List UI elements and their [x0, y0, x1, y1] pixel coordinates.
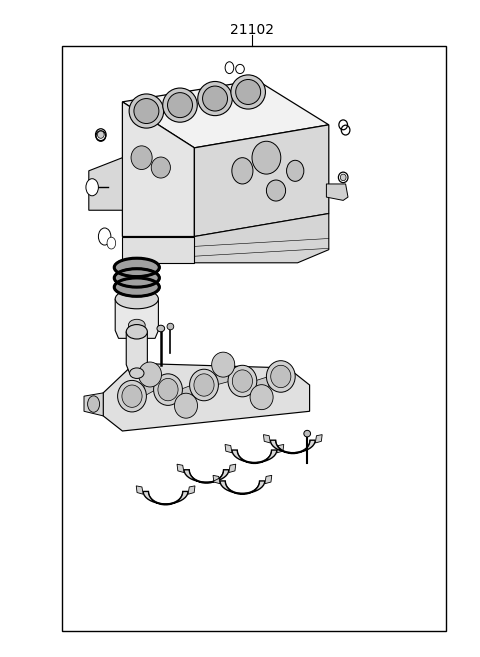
Polygon shape: [180, 385, 192, 416]
Polygon shape: [144, 363, 156, 396]
Ellipse shape: [190, 369, 218, 401]
Polygon shape: [194, 125, 329, 237]
Ellipse shape: [174, 393, 198, 418]
Ellipse shape: [88, 396, 100, 413]
Circle shape: [107, 237, 116, 249]
Polygon shape: [229, 464, 236, 472]
Ellipse shape: [266, 180, 286, 201]
Ellipse shape: [252, 141, 281, 174]
Polygon shape: [122, 80, 329, 148]
Ellipse shape: [228, 365, 257, 397]
Ellipse shape: [118, 380, 146, 412]
Ellipse shape: [122, 385, 142, 407]
Ellipse shape: [198, 81, 232, 116]
Ellipse shape: [151, 157, 170, 178]
Ellipse shape: [287, 160, 304, 181]
Ellipse shape: [203, 86, 228, 111]
Ellipse shape: [271, 365, 291, 388]
Polygon shape: [84, 393, 103, 416]
Polygon shape: [143, 491, 188, 505]
Ellipse shape: [304, 430, 311, 437]
Polygon shape: [225, 444, 232, 453]
Ellipse shape: [115, 279, 158, 295]
Circle shape: [98, 228, 111, 245]
Ellipse shape: [163, 88, 197, 122]
Ellipse shape: [115, 270, 158, 286]
Polygon shape: [115, 299, 158, 338]
Ellipse shape: [266, 361, 295, 392]
Ellipse shape: [236, 79, 261, 104]
Ellipse shape: [231, 75, 265, 109]
Polygon shape: [188, 486, 195, 494]
Ellipse shape: [168, 93, 192, 118]
Ellipse shape: [232, 158, 253, 184]
Polygon shape: [220, 481, 265, 494]
Polygon shape: [122, 102, 194, 237]
Ellipse shape: [232, 370, 252, 392]
Ellipse shape: [131, 146, 152, 170]
Ellipse shape: [130, 368, 144, 378]
Polygon shape: [122, 237, 194, 263]
Bar: [62, 46, 446, 631]
Ellipse shape: [167, 323, 174, 330]
Polygon shape: [194, 214, 329, 263]
Ellipse shape: [339, 120, 348, 129]
Ellipse shape: [134, 99, 159, 124]
Ellipse shape: [138, 362, 161, 387]
Ellipse shape: [212, 352, 235, 377]
Polygon shape: [89, 158, 122, 210]
Ellipse shape: [154, 374, 182, 405]
Polygon shape: [232, 450, 277, 463]
Ellipse shape: [157, 325, 165, 332]
Ellipse shape: [194, 374, 214, 396]
Polygon shape: [315, 435, 322, 443]
Polygon shape: [254, 376, 269, 407]
Polygon shape: [213, 476, 220, 484]
Polygon shape: [184, 470, 229, 483]
Ellipse shape: [236, 64, 244, 74]
Text: 21102: 21102: [230, 22, 274, 37]
Ellipse shape: [126, 325, 147, 339]
Polygon shape: [136, 486, 143, 494]
Ellipse shape: [250, 384, 273, 410]
Polygon shape: [326, 184, 348, 200]
Polygon shape: [270, 440, 315, 453]
Circle shape: [225, 62, 234, 74]
Ellipse shape: [128, 319, 145, 331]
Ellipse shape: [338, 172, 348, 183]
Polygon shape: [103, 363, 310, 431]
Ellipse shape: [340, 174, 346, 181]
Polygon shape: [126, 332, 147, 373]
Circle shape: [86, 179, 98, 196]
Ellipse shape: [158, 378, 178, 401]
Ellipse shape: [129, 94, 164, 128]
Ellipse shape: [115, 289, 158, 309]
Polygon shape: [277, 444, 284, 453]
Ellipse shape: [96, 129, 106, 141]
Polygon shape: [177, 464, 184, 472]
Ellipse shape: [115, 260, 158, 275]
Polygon shape: [265, 476, 272, 484]
Ellipse shape: [97, 131, 104, 139]
Polygon shape: [216, 355, 230, 385]
Polygon shape: [264, 435, 270, 443]
